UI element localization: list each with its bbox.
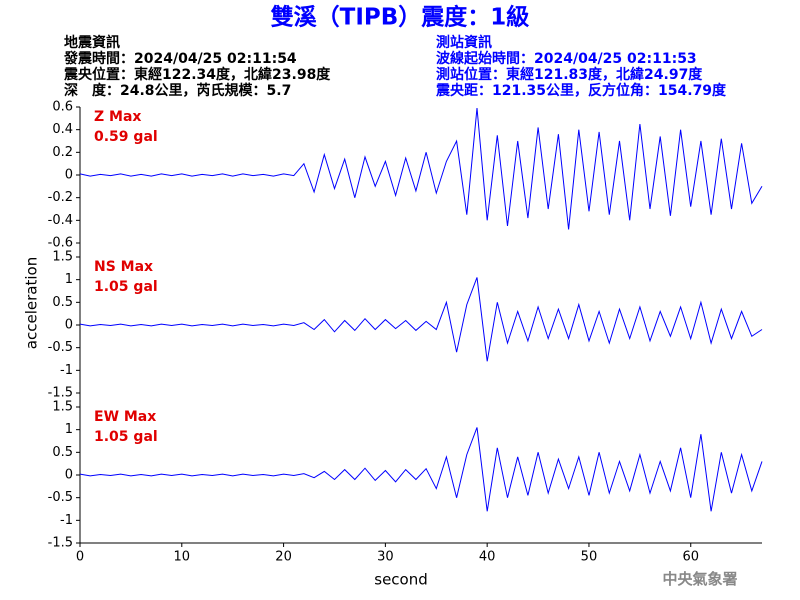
title: 雙溪（TIPB）震度：1級 <box>271 4 530 31</box>
info-line: 深 度：24.8公里，芮氏規模：5.7 <box>64 82 291 99</box>
x-tick-label: 10 <box>174 550 191 565</box>
y-tick-label: -0.5 <box>48 490 73 505</box>
x-tick-label: 40 <box>479 550 496 565</box>
info-line: 地震資訊 <box>64 34 120 51</box>
component-label: Z Max <box>94 109 141 125</box>
y-tick-label: 1.5 <box>52 400 73 415</box>
waveform <box>79 427 763 512</box>
y-tick-label: -0.2 <box>48 190 73 205</box>
y-tick-label: 0 <box>65 168 73 183</box>
waveform <box>79 108 763 230</box>
info-line: 震央距：121.35公里，反方位角：154.79度 <box>435 82 727 99</box>
info-line: 震央位置：東經122.34度，北緯23.98度 <box>63 66 331 83</box>
x-tick-label: 60 <box>682 550 699 565</box>
component-label: NS Max <box>94 259 153 275</box>
y-tick-label: 0.2 <box>52 145 73 160</box>
y-tick-label: 0 <box>65 318 73 333</box>
y-axis-label: acceleration <box>23 257 41 349</box>
y-tick-label: 0.5 <box>52 295 73 310</box>
info-line: 測站資訊 <box>436 34 492 51</box>
y-tick-label: 1.5 <box>52 250 73 265</box>
waveform <box>79 277 763 362</box>
max-label: 0.59 gal <box>94 129 158 145</box>
y-tick-label: -1 <box>60 363 73 378</box>
y-tick-label: 0.6 <box>52 100 73 115</box>
x-tick-label: 20 <box>275 550 292 565</box>
y-tick-label: 0 <box>65 468 73 483</box>
y-tick-label: -1.5 <box>48 536 73 551</box>
info-line: 測站位置：東經121.83度，北緯24.97度 <box>436 66 703 83</box>
x-tick-label: 50 <box>581 550 598 565</box>
y-tick-label: -0.6 <box>48 236 73 251</box>
y-tick-label: -0.4 <box>48 213 73 228</box>
component-label: EW Max <box>94 409 156 425</box>
y-tick-label: -1.5 <box>48 386 73 401</box>
y-tick-label: 1 <box>65 422 73 437</box>
y-tick-label: -1 <box>60 513 73 528</box>
x-axis-label: second <box>374 571 428 589</box>
y-tick-label: 0.5 <box>52 445 73 460</box>
x-tick-label: 0 <box>76 550 84 565</box>
max-label: 1.05 gal <box>94 429 158 445</box>
y-tick-label: -0.5 <box>48 340 73 355</box>
y-tick-label: 0.4 <box>52 122 73 137</box>
y-tick-label: 1 <box>65 272 73 287</box>
max-label: 1.05 gal <box>94 279 158 295</box>
info-line: 發震時間：2024/04/25 02:11:54 <box>63 50 297 67</box>
info-line: 波線起始時間：2024/04/25 02:11:53 <box>436 50 697 67</box>
footer: 中央氣象署 <box>662 570 737 588</box>
x-tick-label: 30 <box>377 550 394 565</box>
